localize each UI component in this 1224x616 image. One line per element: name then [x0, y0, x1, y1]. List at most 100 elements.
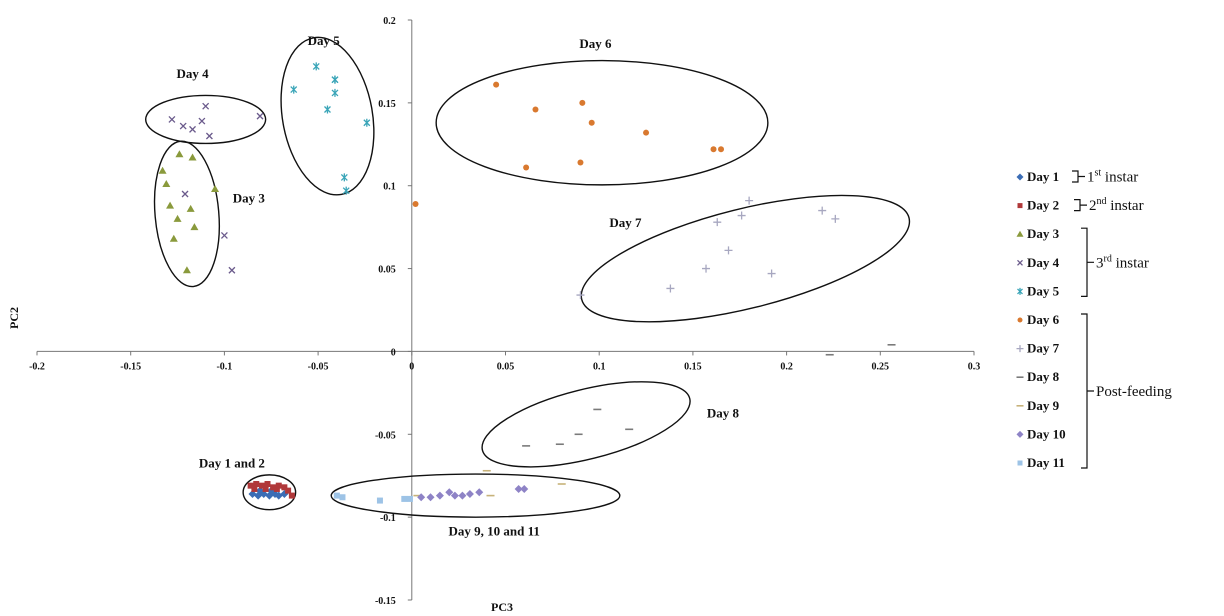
cluster-ellipse: [153, 140, 220, 288]
data-point: [198, 117, 206, 125]
legend-label: Day 6: [1027, 312, 1060, 327]
data-point: [710, 146, 717, 153]
stage-bracket: [1081, 227, 1094, 297]
series-day-7: [576, 196, 840, 300]
data-point: [831, 214, 840, 223]
cluster-ellipse: [435, 59, 769, 186]
x-tick-label: 0.2: [780, 361, 793, 372]
data-point: [290, 85, 298, 94]
y-tick-label: 0: [391, 347, 396, 358]
series-day-6: [412, 81, 725, 207]
data-point: [767, 269, 776, 278]
data-point: [426, 493, 435, 502]
data-point: [168, 115, 176, 123]
data-point: [745, 196, 754, 205]
data-point: [588, 119, 595, 126]
data-point: [737, 211, 746, 220]
legend-label: Day 3: [1027, 226, 1060, 241]
x-tick-label: 0.3: [968, 361, 981, 372]
data-point: [190, 223, 199, 231]
data-point: [401, 495, 408, 502]
stage-label: 1st instar: [1087, 168, 1138, 186]
stage-label: Post-feeding: [1096, 384, 1172, 400]
data-point: [275, 482, 282, 489]
legend-label: Day 4: [1027, 255, 1060, 270]
cluster-label: Day 1 and 2: [199, 455, 265, 470]
data-point: [333, 492, 340, 499]
cluster-label: Day 9, 10 and 11: [449, 523, 540, 538]
x-axis-title: PC3: [491, 600, 513, 614]
cluster-label: Day 7: [609, 215, 642, 230]
data-point: [450, 491, 459, 500]
data-point: [417, 493, 426, 502]
cluster-ellipse: [580, 194, 911, 323]
x-tick-label: 0.1: [593, 361, 606, 372]
stage-bracket: [1081, 313, 1094, 469]
data-point: [363, 118, 371, 127]
y-tick-label: -0.05: [375, 430, 396, 441]
series-day-8: [522, 343, 896, 447]
data-point: [666, 284, 675, 293]
y-tick-label: -0.15: [375, 596, 396, 607]
data-point: [324, 105, 331, 114]
data-point: [285, 487, 292, 494]
cluster-ellipse: [481, 381, 691, 468]
data-point: [475, 488, 484, 497]
data-point: [166, 201, 175, 209]
x-tick-label: -0.2: [29, 361, 45, 372]
data-points: [158, 62, 896, 504]
y-tick-label: -0.1: [380, 513, 396, 524]
data-point: [248, 489, 257, 498]
x-tick-label: 0.25: [872, 361, 890, 372]
legend-marker: [1016, 173, 1024, 181]
legend-marker: [1016, 345, 1024, 353]
cluster-ellipse: [330, 473, 621, 518]
data-point: [713, 218, 722, 227]
data-point: [312, 62, 320, 71]
x-tick-label: 0.15: [684, 361, 702, 372]
data-point: [179, 122, 187, 130]
data-point: [818, 206, 827, 215]
stage-label: 3rd instar: [1096, 253, 1149, 271]
data-point: [376, 497, 383, 504]
legend-label: Day 9: [1027, 398, 1060, 413]
y-tick-label: 0.2: [383, 16, 396, 27]
data-point: [182, 266, 191, 274]
data-point: [718, 146, 725, 153]
series-day-2: [247, 481, 295, 499]
data-point: [258, 482, 265, 489]
data-point: [169, 234, 178, 242]
data-point: [331, 75, 339, 84]
data-point: [189, 125, 197, 133]
data-point: [514, 484, 523, 493]
legend-label: Day 1: [1027, 169, 1059, 184]
y-tick-label: 0.1: [383, 182, 396, 193]
data-point: [340, 173, 348, 182]
data-point: [406, 495, 413, 502]
legend-marker: [1017, 317, 1023, 323]
cluster-ellipse: [242, 474, 297, 511]
cluster-labels: Day 4 Day 5 Day 3 Day 6 Day 7 Day 8 Day 1 and …: [176, 33, 739, 539]
data-point: [576, 291, 585, 300]
data-point: [247, 482, 254, 489]
legend-marker: [1016, 230, 1024, 237]
cluster-ellipse: [144, 94, 267, 145]
cluster-label: Day 4: [176, 66, 209, 81]
legend-marker: [1017, 203, 1023, 209]
cluster-label: Day 3: [233, 190, 266, 205]
series-day-10: [417, 484, 529, 502]
series-day-3: [158, 150, 220, 274]
data-point: [458, 491, 467, 500]
data-point: [532, 106, 539, 113]
cluster-label: Day 8: [707, 406, 740, 421]
data-point: [724, 246, 733, 255]
cluster-label: Day 6: [579, 36, 612, 51]
data-point: [264, 481, 271, 487]
data-point: [181, 190, 189, 198]
data-point: [520, 484, 529, 493]
x-tick-label: -0.1: [216, 361, 232, 372]
data-point: [465, 489, 474, 498]
series-day-4: [168, 102, 264, 274]
data-point: [256, 112, 264, 120]
data-point: [228, 266, 236, 274]
